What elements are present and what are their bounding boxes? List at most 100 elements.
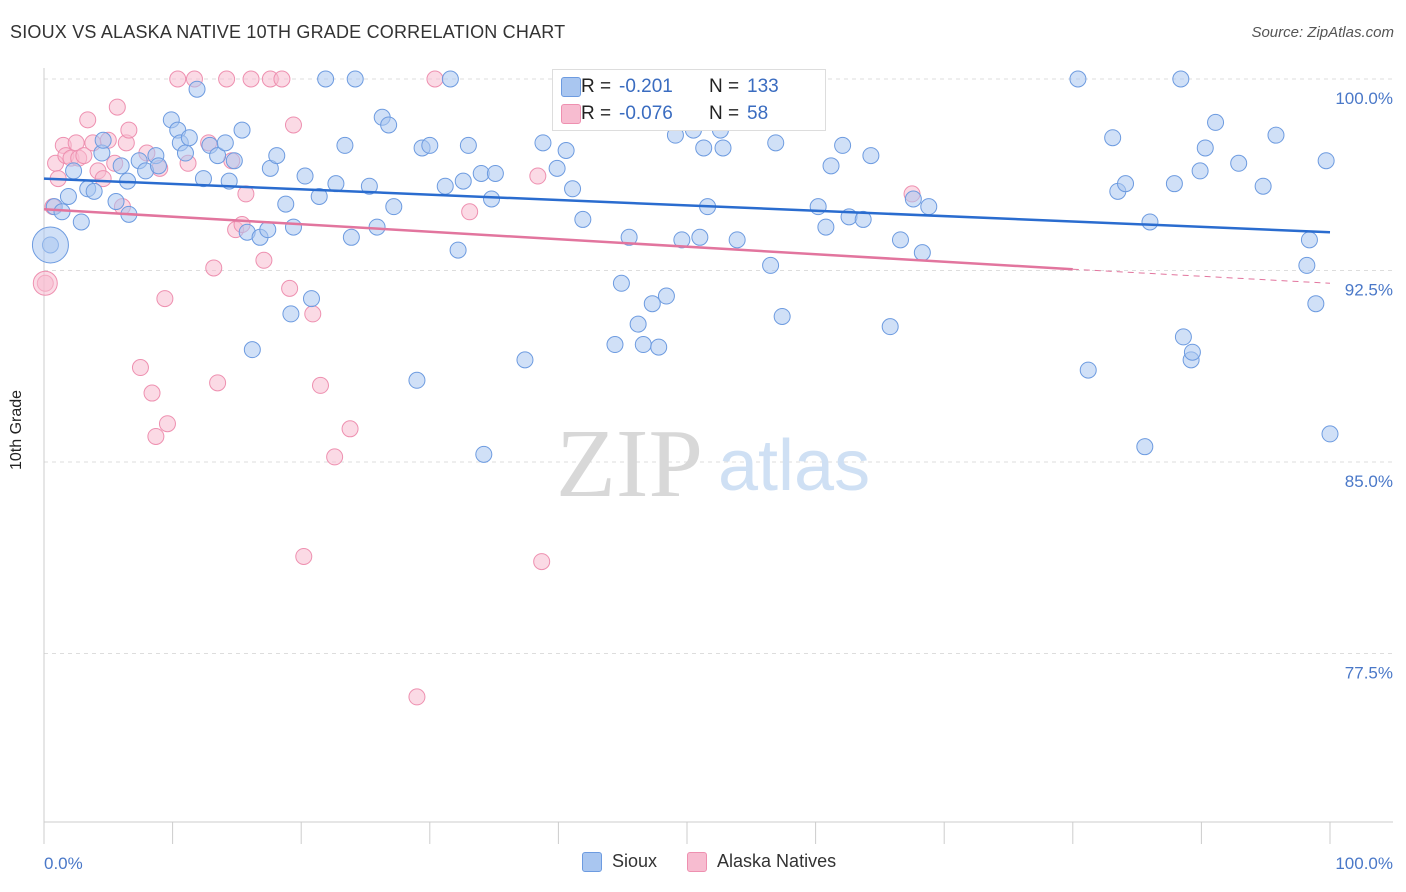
- sioux-point: [1165, 175, 1183, 193]
- sioux-point: [1172, 70, 1190, 88]
- sioux-point: [72, 213, 90, 231]
- alaska-natives-point: [426, 70, 444, 88]
- sioux-point: [449, 241, 467, 259]
- sioux-point: [317, 70, 335, 88]
- sioux-point: [516, 351, 534, 369]
- sioux-point: [1141, 213, 1159, 231]
- sioux-point: [574, 210, 592, 228]
- alaska-natives-point: [295, 547, 313, 565]
- sioux-point: [612, 274, 630, 292]
- alaska-natives-point: [147, 427, 165, 445]
- sioux-point: [695, 139, 713, 157]
- sioux-point: [441, 70, 459, 88]
- legend-r-label: R =: [581, 76, 612, 97]
- legend-swatch-alaska-natives: [687, 851, 708, 872]
- alaska-natives-point: [341, 420, 359, 438]
- sioux-point: [31, 226, 69, 264]
- sioux-point: [1174, 328, 1192, 346]
- sioux-point: [657, 287, 675, 305]
- alaska-natives-point: [311, 376, 329, 394]
- sioux-point: [891, 231, 909, 249]
- sioux-point: [454, 172, 472, 190]
- sioux-point: [209, 147, 227, 165]
- alaska-natives-point: [120, 121, 138, 139]
- alaska-natives-point: [209, 374, 227, 392]
- sioux-point: [767, 134, 785, 152]
- sioux-point: [65, 162, 83, 180]
- sioux-point: [1183, 343, 1201, 361]
- legend-item-sioux[interactable]: Sioux: [582, 851, 657, 872]
- watermark-zip: ZIP: [556, 410, 703, 518]
- alaska-natives-point: [108, 98, 126, 116]
- sioux-point: [1321, 425, 1339, 443]
- sioux-point: [268, 147, 286, 165]
- legend-swatch-alaska-natives: [561, 104, 581, 124]
- y-tick-label: 92.5%: [1345, 281, 1393, 300]
- sioux-point: [862, 147, 880, 165]
- sioux-point: [1267, 126, 1285, 144]
- alaska-natives-point: [131, 359, 149, 377]
- sioux-point: [483, 190, 501, 208]
- alaska-natives-point: [75, 147, 93, 165]
- sioux-point: [673, 231, 691, 249]
- sioux-point: [1069, 70, 1087, 88]
- trend-lines: [43, 177, 1331, 284]
- sioux-point: [107, 193, 125, 211]
- chart-title: SIOUX VS ALASKA NATIVE 10TH GRADE CORREL…: [10, 22, 566, 42]
- sioux-point: [920, 198, 938, 216]
- y-tick-label: 85.0%: [1345, 472, 1393, 491]
- sioux-point: [194, 170, 212, 188]
- sioux-point: [728, 231, 746, 249]
- sioux-point: [188, 80, 206, 98]
- sioux-point: [336, 136, 354, 154]
- sioux-point: [436, 177, 454, 195]
- series-legend: Sioux Alaska Natives: [582, 851, 866, 872]
- sioux-point: [94, 131, 112, 149]
- watermark-atlas: atlas: [718, 426, 870, 506]
- sioux-point: [342, 228, 360, 246]
- sioux-point: [346, 70, 364, 88]
- sioux-point: [629, 315, 647, 333]
- alaska-natives-point: [461, 203, 479, 221]
- sioux-point: [472, 164, 490, 182]
- sioux-point: [1104, 129, 1122, 147]
- axes: [43, 68, 1393, 844]
- x-tick-label-min: 0.0%: [44, 854, 83, 873]
- legend-n-label: N =: [709, 76, 740, 97]
- sioux-point: [650, 338, 668, 356]
- legend-r-value: -0.201: [619, 76, 673, 97]
- alaska-natives-point: [255, 251, 273, 269]
- sioux-point: [59, 187, 77, 205]
- sioux-point: [233, 121, 251, 139]
- sioux-point: [486, 164, 504, 182]
- alaska-natives-trend-line: [43, 207, 1073, 271]
- sioux-point: [762, 256, 780, 274]
- alaska-natives-point: [533, 553, 551, 571]
- sioux-point: [149, 157, 167, 175]
- alaska-natives-point: [273, 70, 291, 88]
- sioux-point: [834, 136, 852, 154]
- sioux-point: [85, 182, 103, 200]
- sioux-point: [634, 336, 652, 354]
- legend-item-alaska-natives[interactable]: Alaska Natives: [687, 851, 836, 872]
- sioux-point: [408, 371, 426, 389]
- sioux-point: [557, 141, 575, 159]
- sioux-point: [1317, 152, 1335, 170]
- sioux-point: [1307, 295, 1325, 313]
- sioux-point: [1300, 231, 1318, 249]
- sioux-point: [1079, 361, 1097, 379]
- alaska-natives-point: [156, 290, 174, 308]
- sioux-point: [284, 218, 302, 236]
- legend-row-alaska-natives: R = -0.076 N = 58: [561, 101, 768, 127]
- alaska-natives-point: [143, 384, 161, 402]
- sioux-point: [302, 290, 320, 308]
- sioux-point: [913, 244, 931, 262]
- legend-r-label: R =: [581, 103, 612, 124]
- sioux-point: [216, 134, 234, 152]
- alaska-natives-point: [242, 70, 260, 88]
- sioux-point: [1136, 438, 1154, 456]
- sioux-point: [1207, 113, 1225, 131]
- alaska-natives-trend-extension: [1072, 268, 1331, 284]
- sioux-point: [620, 228, 638, 246]
- legend-swatch-sioux: [582, 851, 602, 872]
